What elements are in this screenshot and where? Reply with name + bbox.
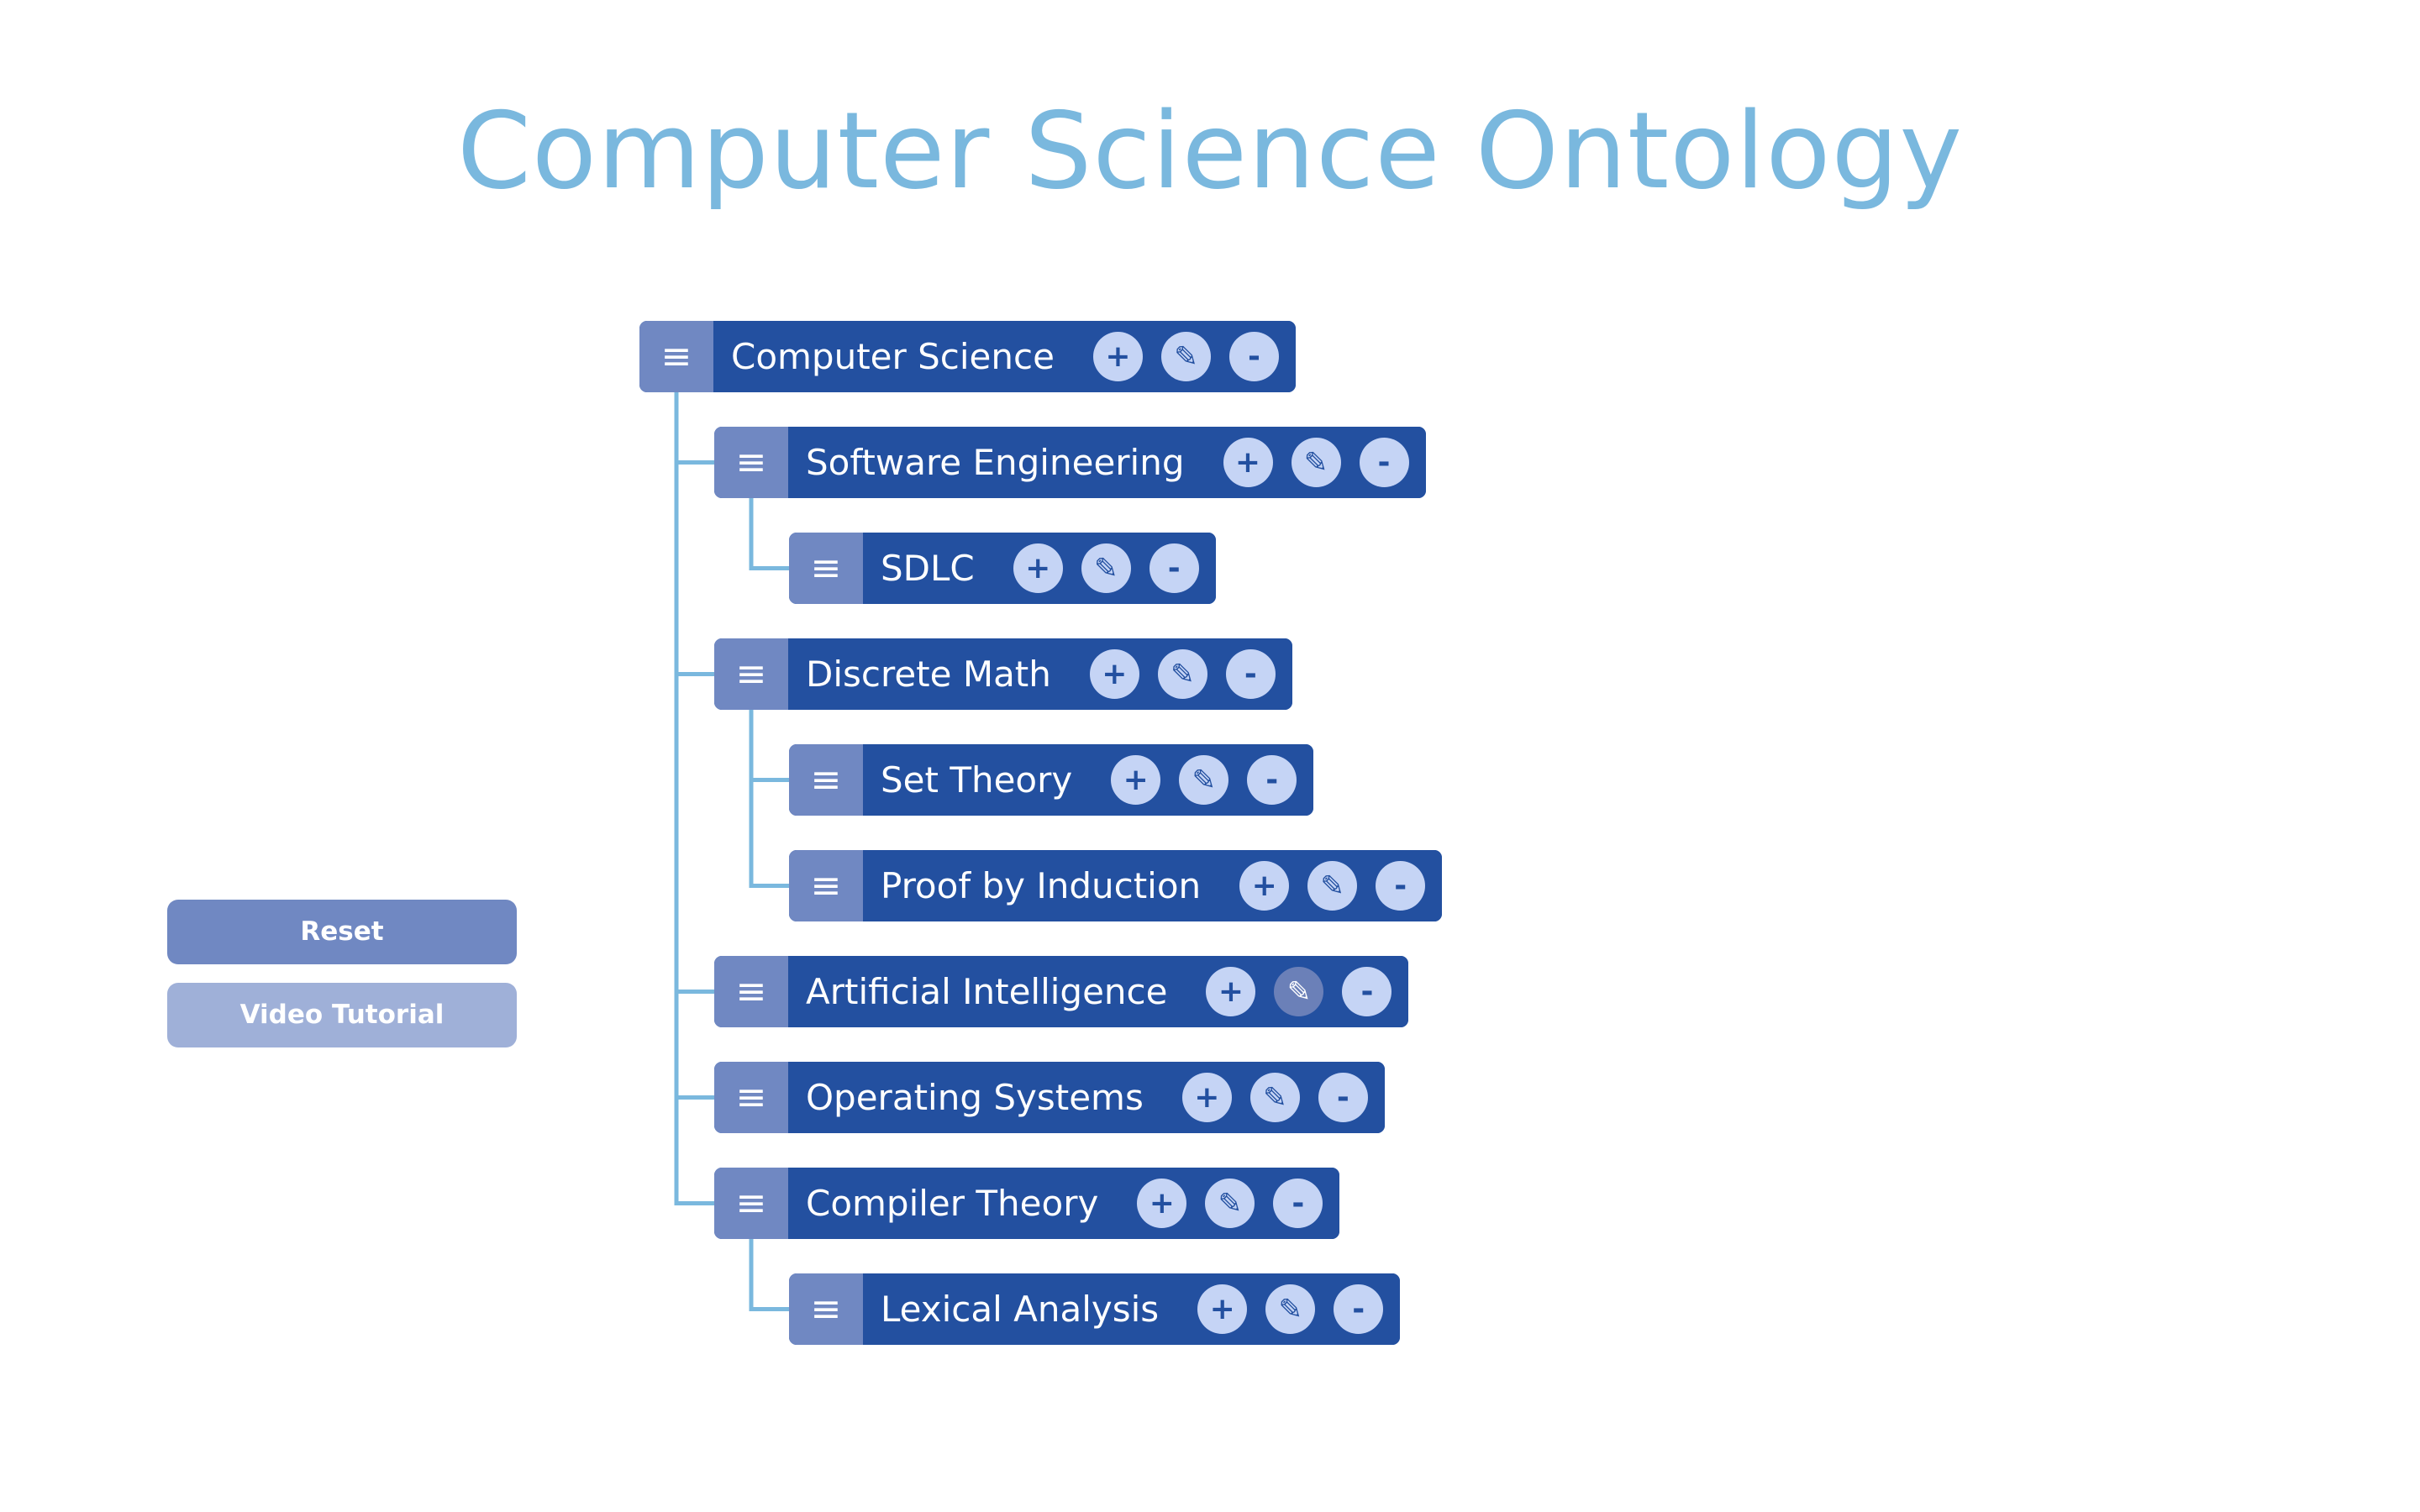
node-body: Proof by Induction + ✎ - [863, 850, 1443, 921]
node-label: Lexical Analysis [881, 1289, 1160, 1330]
node-label: Compiler Theory [806, 1183, 1099, 1224]
node-label: Operating Systems [806, 1077, 1144, 1118]
node-body: Set Theory + ✎ - [863, 744, 1314, 816]
tree-node-software-engineering[interactable]: ≡ Software Engineering + ✎ - [714, 427, 1426, 498]
drag-handle-icon[interactable]: ≡ [714, 956, 788, 1027]
edit-node-button[interactable]: ✎ [1081, 543, 1131, 593]
reset-button[interactable]: Reset [167, 900, 517, 964]
node-body: SDLC + ✎ - [863, 533, 1216, 604]
node-actions: + ✎ - [1181, 1073, 1368, 1122]
node-actions: + ✎ - [1206, 967, 1392, 1016]
drag-handle-icon[interactable]: ≡ [789, 1273, 863, 1345]
drag-handle-icon[interactable]: ≡ [639, 321, 713, 392]
edit-node-button[interactable]: ✎ [1274, 967, 1324, 1016]
drag-handle-icon[interactable]: ≡ [789, 744, 863, 816]
tree-node-lexical-analysis[interactable]: ≡ Lexical Analysis + ✎ - [789, 1273, 1401, 1345]
node-label: SDLC [881, 548, 975, 589]
node-body: Compiler Theory + ✎ - [788, 1168, 1340, 1239]
add-child-button[interactable]: + [1111, 755, 1161, 805]
node-actions: + ✎ - [1239, 861, 1426, 911]
add-child-button[interactable]: + [1092, 332, 1143, 381]
remove-node-button[interactable]: - [1334, 1284, 1384, 1334]
edit-node-button[interactable]: ✎ [1291, 438, 1341, 487]
remove-node-button[interactable]: - [1225, 649, 1276, 699]
node-actions: + ✎ - [1197, 1284, 1384, 1334]
drag-handle-icon[interactable]: ≡ [714, 427, 788, 498]
node-body: Lexical Analysis + ✎ - [863, 1273, 1401, 1345]
add-child-button[interactable]: + [1223, 438, 1273, 487]
add-child-button[interactable]: + [1239, 861, 1290, 911]
remove-node-button[interactable]: - [1376, 861, 1426, 911]
tree-node-operating-systems[interactable]: ≡ Operating Systems + ✎ - [714, 1062, 1385, 1133]
node-body: Operating Systems + ✎ - [788, 1062, 1385, 1133]
add-child-button[interactable]: + [1137, 1179, 1187, 1228]
node-label: Discrete Math [806, 654, 1051, 695]
remove-node-button[interactable]: - [1273, 1179, 1323, 1228]
node-body: Discrete Math + ✎ - [788, 638, 1292, 710]
remove-node-button[interactable]: - [1228, 332, 1279, 381]
node-actions: + ✎ - [1137, 1179, 1323, 1228]
edit-node-button[interactable]: ✎ [1179, 755, 1229, 805]
node-actions: + ✎ - [1013, 543, 1199, 593]
add-child-button[interactable]: + [1089, 649, 1139, 699]
remove-node-button[interactable]: - [1359, 438, 1409, 487]
drag-handle-icon[interactable]: ≡ [789, 850, 863, 921]
node-body: Artificial Intelligence + ✎ - [788, 956, 1409, 1027]
remove-node-button[interactable]: - [1247, 755, 1297, 805]
node-actions: + ✎ - [1111, 755, 1297, 805]
node-label: Software Engineering [806, 442, 1185, 483]
drag-handle-icon[interactable]: ≡ [789, 533, 863, 604]
tree-node-set-theory[interactable]: ≡ Set Theory + ✎ - [789, 744, 1314, 816]
tree-node-artificial-intelligence[interactable]: ≡ Artificial Intelligence + ✎ - [714, 956, 1409, 1027]
edit-node-button[interactable]: ✎ [1249, 1073, 1300, 1122]
remove-node-button[interactable]: - [1318, 1073, 1368, 1122]
node-label: Artificial Intelligence [806, 971, 1168, 1012]
video-tutorial-button[interactable]: Video Tutorial [167, 983, 517, 1047]
add-child-button[interactable]: + [1181, 1073, 1232, 1122]
node-label: Computer Science [731, 336, 1055, 377]
node-label: Set Theory [881, 759, 1073, 801]
tree-node-proof-by-induction[interactable]: ≡ Proof by Induction + ✎ - [789, 850, 1443, 921]
node-actions: + ✎ - [1092, 332, 1279, 381]
edit-node-button[interactable]: ✎ [1205, 1179, 1255, 1228]
drag-handle-icon[interactable]: ≡ [714, 1168, 788, 1239]
page-title: Computer Science Ontology [456, 89, 1964, 213]
add-child-button[interactable]: + [1197, 1284, 1248, 1334]
node-actions: + ✎ - [1089, 649, 1276, 699]
edit-node-button[interactable]: ✎ [1307, 861, 1358, 911]
remove-node-button[interactable]: - [1342, 967, 1392, 1016]
node-label: Proof by Induction [881, 865, 1202, 906]
remove-node-button[interactable]: - [1149, 543, 1199, 593]
tree-node-discrete-math[interactable]: ≡ Discrete Math + ✎ - [714, 638, 1292, 710]
edit-node-button[interactable]: ✎ [1160, 332, 1211, 381]
tree-node-computer-science[interactable]: ≡ Computer Science + ✎ - [639, 321, 1296, 392]
drag-handle-icon[interactable]: ≡ [714, 1062, 788, 1133]
add-child-button[interactable]: + [1206, 967, 1256, 1016]
add-child-button[interactable]: + [1013, 543, 1063, 593]
edit-node-button[interactable]: ✎ [1265, 1284, 1316, 1334]
node-actions: + ✎ - [1223, 438, 1409, 487]
tree-node-sdlc[interactable]: ≡ SDLC + ✎ - [789, 533, 1216, 604]
node-body: Software Engineering + ✎ - [788, 427, 1426, 498]
tree-node-compiler-theory[interactable]: ≡ Compiler Theory + ✎ - [714, 1168, 1340, 1239]
node-body: Computer Science + ✎ - [713, 321, 1296, 392]
edit-node-button[interactable]: ✎ [1157, 649, 1207, 699]
drag-handle-icon[interactable]: ≡ [714, 638, 788, 710]
